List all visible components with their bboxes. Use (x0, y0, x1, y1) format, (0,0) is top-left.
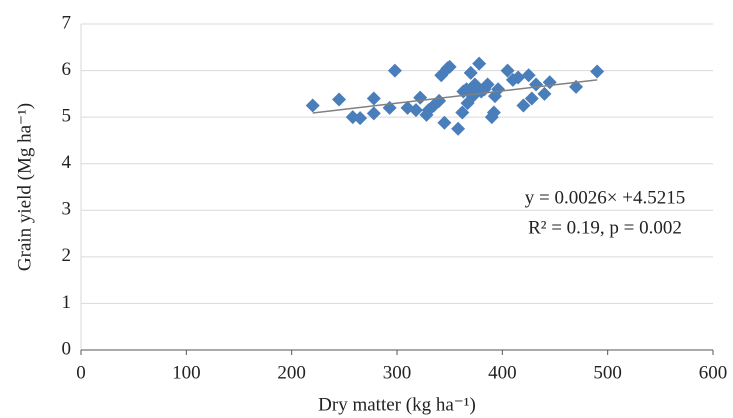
scatter-point (521, 68, 536, 83)
scatter-point (366, 91, 381, 106)
scatter-point (590, 64, 605, 79)
scatter-point (442, 59, 457, 74)
y-tick-label: 7 (62, 12, 72, 33)
scatter-point (408, 103, 423, 118)
y-axis-label: Grain yield (Mg ha⁻¹) (14, 103, 35, 271)
x-tick-label: 400 (488, 362, 517, 383)
scatter-point (305, 98, 320, 113)
scatter-point (451, 121, 466, 136)
scatter-point (353, 111, 368, 126)
scatter-point (332, 92, 347, 107)
y-tick-label: 2 (62, 245, 72, 266)
scatter-point (480, 77, 495, 92)
scatter-point (455, 105, 470, 120)
y-tick-label: 6 (62, 59, 72, 80)
scatter-point (472, 56, 487, 71)
annotation: y = 0.0026× +4.5215 (525, 187, 685, 208)
scatter-point (437, 115, 452, 130)
annotation: R² = 0.19, p = 0.002 (528, 217, 682, 238)
y-tick-label: 4 (62, 152, 72, 173)
x-tick-label: 0 (76, 362, 86, 383)
y-tick-label: 1 (62, 292, 72, 313)
scatter-point (491, 82, 506, 97)
scatter-point (542, 75, 557, 90)
x-tick-label: 100 (172, 362, 201, 383)
x-tick-label: 300 (383, 362, 412, 383)
scatter-point (486, 105, 501, 120)
trend-line (312, 79, 598, 114)
scatter-point (387, 63, 402, 78)
scatter-point (524, 91, 539, 106)
scatter-point (500, 63, 515, 78)
scatter-point (366, 106, 381, 121)
y-tick-label: 5 (62, 106, 72, 127)
y-tick-label: 0 (62, 338, 72, 359)
y-tick-label: 3 (62, 199, 72, 220)
scatter-point (463, 65, 478, 80)
x-axis-label: Dry matter (kg ha⁻¹) (318, 394, 476, 415)
scatter-point (516, 98, 531, 113)
scatter-point (413, 90, 428, 105)
scatter-point (537, 86, 552, 101)
x-tick-label: 500 (593, 362, 622, 383)
scatter-point (511, 70, 526, 85)
x-tick-label: 600 (699, 362, 728, 383)
x-tick-label: 200 (277, 362, 306, 383)
